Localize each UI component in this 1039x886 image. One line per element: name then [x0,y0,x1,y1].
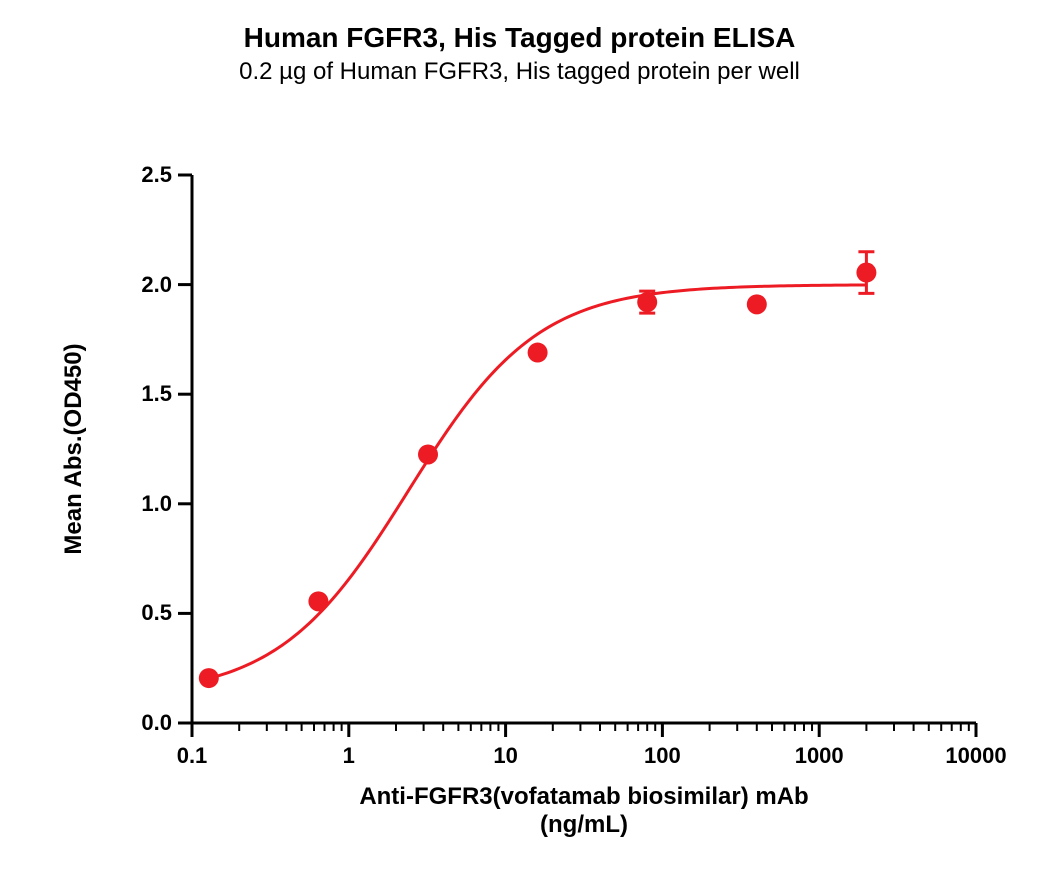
y-tick-label: 1.5 [128,381,172,407]
x-tick-label: 1000 [795,743,844,769]
chart-title: Human FGFR3, His Tagged protein ELISA [0,22,1039,54]
plot-area [192,175,976,723]
chart-subtitle: 0.2 µg of Human FGFR3, His tagged protei… [0,58,1039,86]
x-tick-label: 100 [644,743,681,769]
x-tick-label: 0.1 [177,743,208,769]
data-point [418,444,438,464]
chart-container: Human FGFR3, His Tagged protein ELISA 0.… [0,0,1039,886]
y-axis-label: Mean Abs.(OD450) [60,343,88,554]
data-point [199,668,219,688]
y-tick-label: 1.0 [128,491,172,517]
data-point [528,343,548,363]
data-point [856,263,876,283]
y-tick-label: 2.5 [128,162,172,188]
y-tick-label: 2.0 [128,272,172,298]
y-tick-label: 0.0 [128,710,172,736]
data-point [747,294,767,314]
x-tick-label: 10 [493,743,517,769]
x-tick-label: 10000 [945,743,1006,769]
y-tick-label: 0.5 [128,600,172,626]
title-block: Human FGFR3, His Tagged protein ELISA 0.… [0,22,1039,86]
x-axis-label: Anti-FGFR3(vofatamab biosimilar) mAb (ng… [357,783,812,839]
data-point [308,591,328,611]
chart-svg [192,175,976,723]
data-point [637,292,657,312]
x-tick-label: 1 [343,743,355,769]
